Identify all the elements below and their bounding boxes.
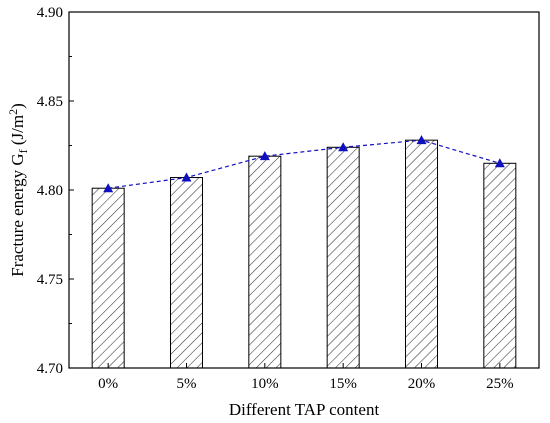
- y-tick-label-1: 4.75: [37, 272, 63, 288]
- point-marker-0: [103, 183, 114, 193]
- point-marker-5: [494, 158, 505, 168]
- y-axis-title-main: Fracture energy G: [8, 153, 27, 276]
- point-marker-4: [416, 135, 427, 145]
- trend-line-layer: [103, 135, 505, 193]
- y-axis-title-unit-close: ): [8, 103, 27, 109]
- y-tick-label-3: 4.85: [37, 94, 63, 110]
- x-axis-title: Different TAP content: [229, 400, 380, 419]
- y-tick-label-2: 4.80: [37, 183, 63, 199]
- bar-1: [170, 177, 203, 369]
- point-marker-1: [181, 172, 192, 182]
- bar-5: [483, 162, 517, 369]
- x-tick-label-5: 25%: [486, 376, 514, 392]
- y-ticks-layer: 4.70 4.75 4.80 4.85 4.90: [37, 5, 74, 377]
- bar-3: [326, 146, 360, 369]
- y-tick-label-0: 4.70: [37, 361, 63, 377]
- x-tick-label-4: 20%: [408, 376, 436, 392]
- y-axis-title-subscript: f: [16, 149, 30, 153]
- point-marker-3: [338, 142, 349, 152]
- x-ticks-layer: 0% 5% 10% 15% 20% 25%: [98, 363, 514, 392]
- x-tick-label-0: 0%: [98, 376, 118, 392]
- plot-frame: [68, 11, 540, 369]
- y-axis-title-unit-superscript: 2: [6, 109, 20, 115]
- y-axis-title: Fracture energy Gf (J/m2): [6, 103, 30, 277]
- x-tick-label-2: 10%: [251, 376, 279, 392]
- x-tick-label-1: 5%: [177, 376, 197, 392]
- bar-4: [405, 139, 438, 369]
- bars-layer: [91, 139, 517, 369]
- trend-line: [108, 139, 501, 189]
- point-marker-2: [259, 151, 270, 161]
- y-axis-title-unit-open: (J/m: [8, 115, 27, 149]
- x-tick-label-3: 15%: [329, 376, 357, 392]
- bar-0: [91, 187, 125, 369]
- y-tick-label-4: 4.90: [37, 5, 63, 21]
- bar-2: [248, 155, 282, 369]
